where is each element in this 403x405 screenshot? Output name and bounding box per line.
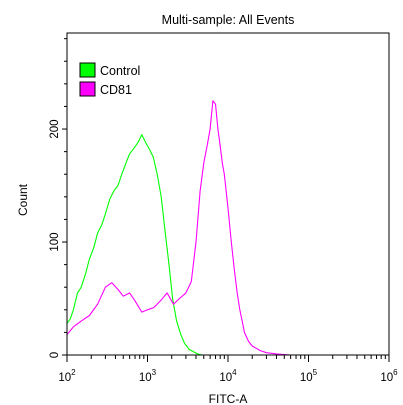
series-line-cd81 [66, 100, 291, 356]
plot-frame [66, 32, 390, 356]
legend-swatch-cd81 [79, 81, 96, 97]
legend: Control CD81 [79, 62, 140, 97]
x-tick-label: 105 [300, 368, 318, 384]
ticks-layer: 102 103 104 105 106 0 100 200 [49, 38, 398, 384]
y-tick-label: 200 [49, 119, 61, 138]
series-layer [66, 100, 291, 356]
y-axis-label: Count [16, 183, 30, 216]
legend-label-control: Control [100, 64, 140, 78]
x-tick-label: 104 [219, 368, 237, 384]
y-tick-label: 100 [49, 232, 61, 251]
x-tick-label: 106 [380, 368, 398, 384]
x-axis-label: FITC-A [209, 392, 248, 405]
y-tick-label: 0 [49, 352, 61, 358]
series-line-control [66, 134, 208, 356]
chart-title: Multi-sample: All Events [162, 13, 295, 27]
legend-label-cd81: CD81 [100, 83, 132, 97]
x-tick-label: 103 [139, 368, 157, 384]
legend-swatch-control [79, 62, 96, 78]
x-tick-label: 102 [58, 368, 76, 384]
